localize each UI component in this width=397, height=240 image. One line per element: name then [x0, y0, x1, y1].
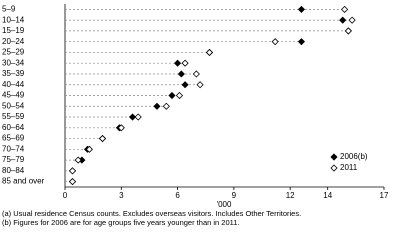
x-tick-label: 6: [175, 191, 180, 200]
y-tick-label: 45–49: [2, 91, 25, 100]
data-point: [162, 102, 170, 110]
legend-marker: [330, 153, 338, 161]
y-tick-label: 75–79: [2, 155, 25, 164]
y-tick-label: 85 and over: [2, 177, 45, 186]
x-axis-label: '000: [217, 200, 232, 209]
data-point: [85, 145, 93, 153]
data-point: [339, 16, 347, 24]
footnote: (a) Usual residence Census counts. Exclu…: [2, 209, 301, 218]
y-tick-label: 5–9: [2, 4, 16, 13]
y-tick-label: 25–29: [2, 48, 25, 57]
y-tick-label: 10–14: [2, 15, 25, 24]
data-point: [348, 16, 356, 24]
x-tick-label: 14: [323, 191, 332, 200]
data-point: [196, 81, 204, 89]
y-tick-label: 70–74: [2, 144, 25, 153]
x-tick-label: 3: [119, 191, 124, 200]
data-point: [297, 38, 306, 46]
chart: '000 (a) Usual residence Census counts. …: [2, 4, 389, 227]
data-point: [68, 178, 77, 186]
data-point: [192, 70, 200, 78]
data-point: [117, 124, 125, 132]
y-tick-label: 65–69: [2, 134, 25, 143]
x-tick-label: 17: [380, 191, 389, 200]
data-point: [128, 113, 137, 121]
legend-label: 2011: [340, 163, 358, 172]
data-point: [271, 38, 279, 46]
data-point: [297, 5, 306, 13]
data-point: [341, 5, 349, 13]
x-tick-label: 0: [63, 191, 68, 200]
y-tick-label: 35–39: [2, 69, 25, 78]
footnote: (b) Figures for 2006 are for age groups …: [2, 218, 240, 227]
y-tick-label: 40–44: [2, 80, 25, 89]
data-point: [74, 156, 82, 164]
x-tick-label: 12: [286, 191, 295, 200]
data-point: [174, 59, 182, 67]
y-tick-label: 20–24: [2, 37, 25, 46]
data-point: [177, 70, 185, 78]
data-point: [344, 27, 352, 35]
y-tick-label: 55–59: [2, 112, 25, 121]
data-point: [134, 113, 142, 121]
data-point: [98, 134, 107, 143]
y-tick-label: 50–54: [2, 101, 25, 110]
data-point: [181, 81, 189, 89]
x-tick-label: 9: [232, 191, 237, 200]
data-point: [175, 91, 184, 100]
y-tick-label: 60–64: [2, 123, 25, 132]
legend-label: 2006(b): [340, 152, 368, 161]
y-tick-label: 80–84: [2, 166, 25, 175]
data-point: [168, 91, 176, 100]
data-point: [181, 59, 189, 67]
data-point: [205, 48, 214, 57]
legend-marker: [330, 164, 338, 172]
y-tick-label: 30–34: [2, 58, 25, 67]
data-point: [68, 167, 77, 175]
y-tick-label: 15–19: [2, 26, 25, 35]
data-point: [153, 102, 161, 110]
